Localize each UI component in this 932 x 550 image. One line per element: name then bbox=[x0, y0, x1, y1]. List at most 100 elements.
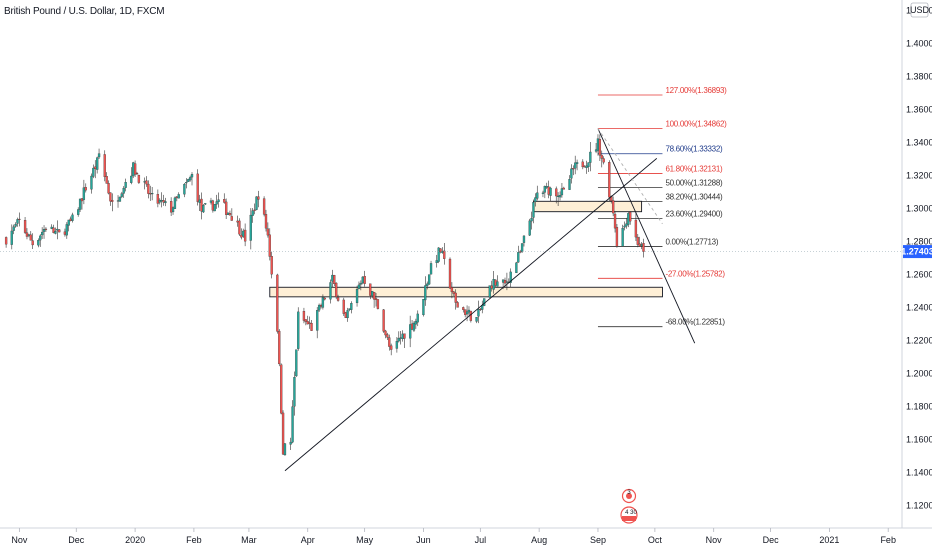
candle bbox=[160, 192, 163, 208]
event-icon[interactable]: 3 bbox=[621, 488, 637, 504]
candle bbox=[215, 194, 218, 209]
candle bbox=[454, 289, 457, 310]
candle bbox=[598, 134, 602, 161]
candle bbox=[211, 199, 215, 213]
candle bbox=[251, 208, 254, 223]
candle bbox=[65, 222, 68, 239]
time-tick-label: 2021 bbox=[819, 535, 839, 545]
candle bbox=[175, 196, 178, 202]
candle bbox=[31, 233, 34, 250]
candle bbox=[94, 160, 97, 179]
candle bbox=[50, 224, 53, 230]
candle bbox=[611, 196, 615, 217]
candle bbox=[223, 193, 226, 204]
candle bbox=[357, 281, 361, 290]
candle bbox=[372, 291, 376, 308]
candle bbox=[242, 228, 245, 238]
candle bbox=[107, 180, 110, 195]
candle bbox=[4, 236, 8, 248]
candle bbox=[549, 186, 552, 202]
candle bbox=[558, 191, 562, 201]
candle bbox=[209, 197, 213, 205]
candle bbox=[642, 238, 645, 258]
candle bbox=[228, 210, 232, 216]
candle bbox=[570, 164, 573, 184]
candle bbox=[543, 185, 547, 199]
candle bbox=[568, 175, 571, 190]
candle bbox=[388, 334, 391, 351]
time-axis[interactable]: Nov Dec 2020 Feb Mar Apr May Jun Jul Aug Sep Oct Nov… bbox=[0, 527, 932, 550]
candle bbox=[80, 198, 84, 210]
candle bbox=[25, 228, 29, 240]
candle bbox=[162, 194, 165, 206]
event-markers[interactable]: 3 4 30 bbox=[620, 488, 638, 524]
time-tick-label: Mar bbox=[241, 535, 257, 545]
candle bbox=[149, 185, 152, 201]
candle bbox=[321, 294, 325, 310]
candle bbox=[555, 186, 558, 204]
event-icon[interactable]: 4 30 bbox=[620, 506, 638, 524]
candle bbox=[39, 234, 42, 247]
candle bbox=[439, 248, 442, 254]
price-tick-label: 1.12000 bbox=[906, 501, 932, 511]
fib-layer: 127.00%(1.36893) 100.00%(1.34862) 78.60%(1… bbox=[597, 86, 727, 328]
candle bbox=[348, 308, 351, 312]
candle bbox=[613, 211, 617, 233]
candle bbox=[255, 196, 258, 211]
candle bbox=[56, 220, 59, 240]
candle bbox=[462, 306, 465, 313]
candle bbox=[374, 292, 378, 307]
price-tick-label: 1.16000 bbox=[906, 435, 932, 445]
candle bbox=[409, 315, 412, 348]
candle bbox=[42, 225, 46, 239]
candle bbox=[602, 156, 605, 165]
fib-level-label: 78.60%(1.33332) bbox=[665, 145, 723, 154]
candle bbox=[105, 172, 108, 184]
candle bbox=[572, 165, 575, 176]
candle bbox=[344, 311, 347, 318]
candle bbox=[386, 332, 389, 341]
price-tick-label: 1.24000 bbox=[906, 303, 932, 313]
candle bbox=[278, 329, 281, 367]
price-tick-label: 1.36000 bbox=[906, 105, 932, 115]
candle bbox=[276, 273, 279, 334]
candle bbox=[54, 227, 57, 235]
candle bbox=[623, 221, 626, 231]
currency-button[interactable]: USD bbox=[910, 2, 930, 18]
candle bbox=[133, 160, 137, 178]
candle bbox=[283, 443, 287, 456]
candle bbox=[636, 233, 639, 248]
price-tick-label: 1.26000 bbox=[906, 270, 932, 280]
candle bbox=[52, 224, 55, 234]
candle bbox=[297, 307, 300, 351]
current-price-badge bbox=[903, 245, 932, 259]
candle bbox=[84, 183, 87, 193]
candle bbox=[376, 299, 380, 310]
time-tick-label: Aug bbox=[531, 535, 547, 545]
price-tick-label: 1.18000 bbox=[906, 402, 932, 412]
candle bbox=[437, 247, 440, 264]
candle bbox=[92, 164, 95, 179]
candle bbox=[464, 309, 467, 318]
candle bbox=[132, 161, 135, 179]
candle bbox=[319, 303, 323, 309]
candle bbox=[450, 282, 454, 299]
candle bbox=[634, 211, 638, 242]
candle bbox=[78, 198, 82, 213]
fib-level-label: -68.00%(1.22851) bbox=[665, 318, 725, 327]
candle bbox=[640, 241, 643, 250]
candle bbox=[257, 190, 260, 208]
candle bbox=[14, 222, 17, 228]
candle bbox=[384, 329, 387, 339]
price-axis[interactable]: 1.420001.400001.380001.360001.340001.320… bbox=[901, 0, 932, 528]
price-tick-label: 1.34000 bbox=[906, 138, 932, 148]
support-zone bbox=[533, 200, 643, 213]
price-tick-label: 1.28000 bbox=[906, 237, 932, 247]
candle bbox=[118, 196, 122, 202]
candle bbox=[608, 160, 611, 202]
price-tick-label: 1.30000 bbox=[906, 204, 932, 214]
candle bbox=[475, 317, 478, 324]
candle bbox=[621, 224, 624, 247]
candle bbox=[519, 249, 522, 254]
